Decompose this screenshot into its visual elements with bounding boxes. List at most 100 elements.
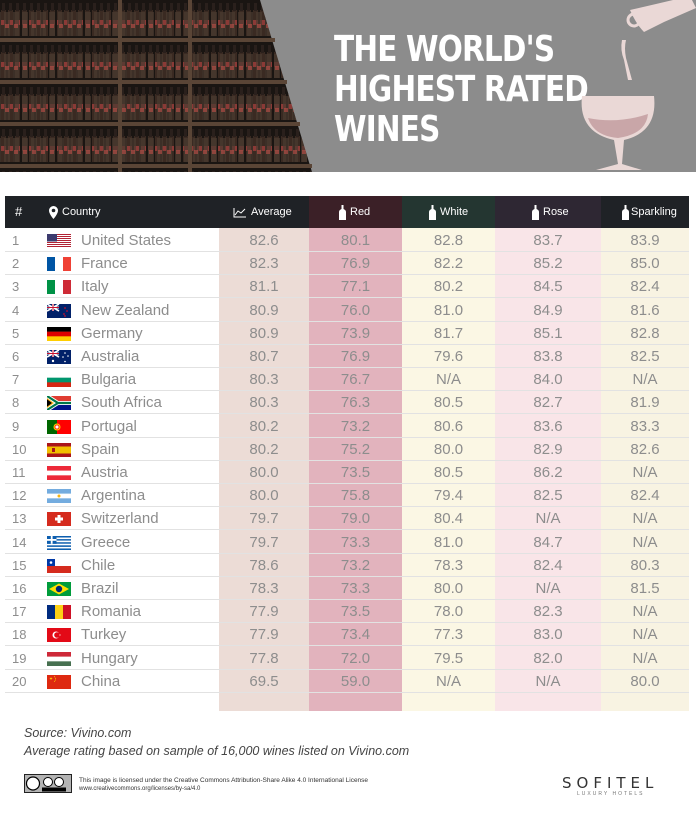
- average-cell: 80.7: [249, 348, 279, 365]
- brand-logo: SOFITEL: [562, 774, 659, 792]
- header-banner: THE WORLD'S HIGHEST RATED WINES: [0, 0, 696, 172]
- table-row: 1 United States 82.6 80.1 82.8 83.7 83.9: [5, 228, 689, 252]
- table-header: # Country Average Red White Rose Sparkli…: [5, 196, 689, 228]
- table-row: 2 France 82.3 76.9 82.2 85.2 85.0: [5, 251, 689, 276]
- country-cell: Brazil: [81, 580, 119, 597]
- source-note: Source: Vivino.com: [24, 726, 132, 740]
- wine-glass-icon: [581, 0, 696, 170]
- rose-cell: 82.5: [533, 487, 563, 505]
- rank-cell: 1: [12, 233, 20, 248]
- red-cell: 73.9: [340, 324, 371, 342]
- white-cell: 80.0: [433, 580, 464, 597]
- country-header: Country: [49, 196, 101, 228]
- creative-commons-icon: [24, 774, 72, 793]
- rose-cell: N/A: [535, 672, 561, 690]
- rose-cell: 84.0: [533, 371, 563, 389]
- average-cell: 80.0: [249, 487, 279, 505]
- rose-cell: 84.5: [533, 278, 563, 296]
- white-header: White: [429, 196, 468, 228]
- average-cell: 69.5: [249, 672, 279, 690]
- rank-cell: 15: [12, 557, 27, 573]
- rank-cell: 3: [12, 279, 20, 295]
- table-row: 12 Argentina 80.0 75.8 79.4 82.5 82.4: [5, 483, 689, 508]
- rank-cell: 18: [12, 627, 27, 643]
- italy-flag: [47, 280, 71, 295]
- white-cell: 80.5: [433, 394, 464, 412]
- table-row: 15 Chile 78.6 73.2 78.3 82.4 80.3: [5, 553, 689, 577]
- rank-cell: 16: [12, 581, 27, 596]
- average-cell: 80.9: [249, 324, 279, 342]
- red-cell: 76.7: [340, 371, 371, 389]
- country-cell: Chile: [81, 556, 116, 574]
- rose-cell: 82.4: [533, 556, 563, 574]
- rank-cell: 17: [12, 604, 27, 620]
- cc-by-sa-icon: [25, 775, 71, 792]
- line-chart-icon: [233, 207, 246, 218]
- rose-cell: 83.6: [533, 417, 563, 435]
- sparkling-cell: 85.0: [630, 255, 660, 273]
- table-row: 10 Spain 80.2 75.2 80.0 82.9 82.6: [5, 437, 689, 461]
- sparkling-cell: N/A: [632, 510, 658, 528]
- switzerland-flag: [47, 512, 71, 527]
- table-row: 7 Bulgaria 80.3 76.7 N/A 84.0 N/A: [5, 367, 689, 392]
- table-row: 17 Romania 77.9 73.5 78.0 82.3 N/A: [5, 599, 689, 624]
- bottle-icon: [429, 204, 436, 220]
- rose-cell: 82.9: [533, 440, 563, 458]
- rank-cell: 10: [12, 441, 27, 457]
- table-row: 13 Switzerland 79.7 79.0 80.4 N/A N/A: [5, 506, 689, 531]
- country-cell: Bulgaria: [81, 371, 137, 389]
- south-africa-flag: [47, 396, 71, 411]
- greece-flag: [47, 535, 71, 550]
- sparkling-cell: 81.6: [630, 301, 660, 319]
- bottle-icon: [532, 204, 539, 220]
- country-cell: Australia: [81, 348, 140, 365]
- rank-cell: 8: [12, 395, 20, 411]
- red-cell: 73.4: [340, 626, 371, 644]
- rose-cell: 82.0: [533, 649, 563, 667]
- rank-cell: 9: [12, 418, 20, 434]
- rose-cell: 82.7: [533, 394, 563, 412]
- rank-cell: 7: [12, 372, 20, 388]
- sparkling-header-label: Sparkling: [631, 206, 677, 218]
- average-cell: 80.0: [249, 464, 279, 481]
- rose-cell: 84.9: [533, 301, 563, 319]
- license-text: This image is licensed under the Creativ…: [79, 777, 369, 784]
- country-cell: Hungary: [81, 649, 138, 667]
- rank-header: #: [15, 204, 23, 219]
- argentina-flag: [47, 489, 71, 504]
- rank-cell: 4: [12, 302, 20, 318]
- red-header-bg: [309, 196, 402, 228]
- spain-flag: [47, 442, 71, 457]
- red-cell: 73.5: [340, 603, 371, 621]
- rank-cell: 13: [12, 511, 27, 527]
- average-cell: 78.3: [249, 580, 279, 597]
- rose-cell: 83.8: [533, 348, 563, 365]
- sparkling-cell: 82.6: [630, 440, 660, 458]
- red-cell: 73.5: [340, 464, 371, 481]
- rank-cell: 11: [12, 465, 26, 480]
- country-cell: Italy: [81, 278, 109, 296]
- white-cell: N/A: [435, 371, 461, 389]
- austria-flag: [47, 466, 71, 480]
- australia-flag: [47, 350, 71, 364]
- table-row: 14 Greece 79.7 73.3 81.0 84.7 N/A: [5, 530, 689, 554]
- red-cell: 79.0: [340, 510, 371, 528]
- country-header-label: Country: [62, 206, 101, 218]
- red-cell: 76.9: [340, 348, 371, 365]
- portugal-flag: [47, 419, 71, 434]
- license-url[interactable]: www.creativecommons.org/licenses/by-sa/4…: [79, 786, 201, 792]
- country-cell: China: [81, 672, 121, 690]
- country-cell: Romania: [81, 603, 142, 621]
- romania-flag: [47, 605, 71, 620]
- rose-cell: 83.7: [533, 232, 563, 249]
- france-flag: [47, 257, 71, 272]
- sparkling-cell: 82.4: [630, 278, 660, 296]
- rank-cell: 5: [12, 325, 20, 341]
- turkey-flag: [47, 628, 71, 643]
- table-row: 8 South Africa 80.3 76.3 80.5 82.7 81.9: [5, 390, 689, 415]
- red-cell: 76.9: [340, 255, 371, 273]
- sparkling-column-bg: [601, 196, 689, 711]
- rank-cell: 12: [12, 488, 27, 504]
- white-cell: 80.2: [433, 278, 464, 296]
- average-header-label: Average: [251, 206, 292, 218]
